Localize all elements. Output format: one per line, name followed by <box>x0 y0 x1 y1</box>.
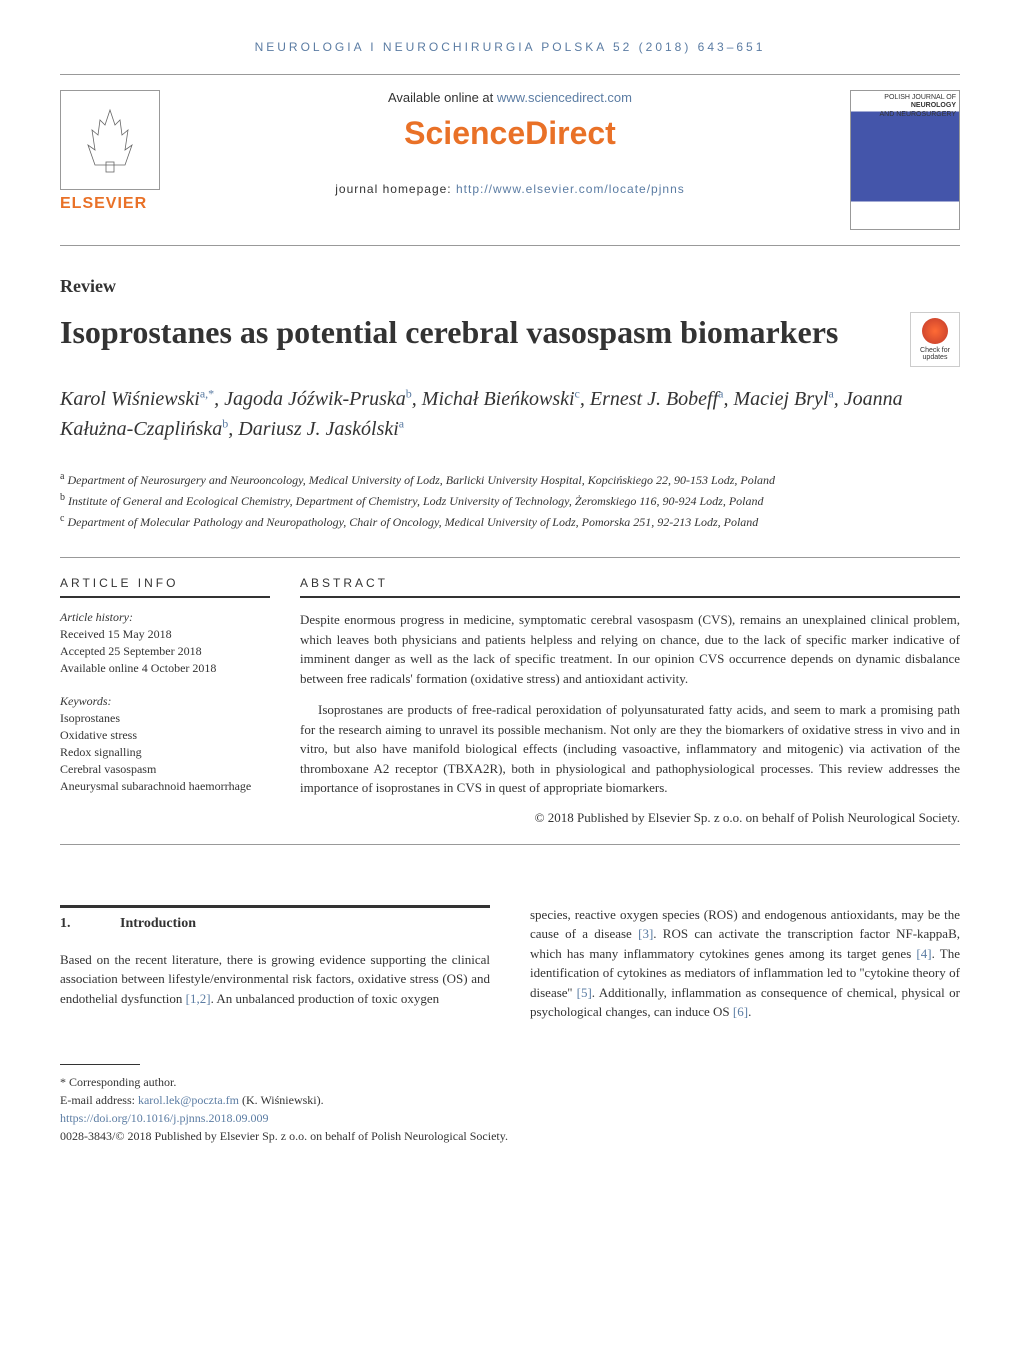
crossmark-icon <box>922 318 948 344</box>
ref-6[interactable]: [6] <box>733 1004 748 1019</box>
elsevier-tree-icon <box>60 90 160 190</box>
body-col-right: species, reactive oxygen species (ROS) a… <box>530 905 960 1022</box>
publisher-header: ELSEVIER Available online at www.science… <box>60 74 960 246</box>
title-row: Isoprostanes as potential cerebral vasos… <box>60 312 960 384</box>
email-label: E-mail address: <box>60 1093 138 1107</box>
header-citation: NEUROLOGIA I NEUROCHIRURGIA POLSKA 52 (2… <box>60 40 960 54</box>
section-title: Introduction <box>120 916 196 932</box>
available-online: Available online at www.sciencedirect.co… <box>190 90 830 105</box>
author-1-aff: a,* <box>200 386 214 400</box>
sciencedirect-logo[interactable]: ScienceDirect <box>190 115 830 152</box>
abstract-p2: Isoprostanes are products of free-radica… <box>300 700 960 798</box>
author-5[interactable]: Maciej Bryl <box>734 388 829 410</box>
footer-divider <box>60 1064 140 1065</box>
body-columns: 1. Introduction Based on the recent lite… <box>60 905 960 1022</box>
sciencedirect-url[interactable]: www.sciencedirect.com <box>497 90 632 105</box>
keyword-1: Isoprostanes <box>60 711 270 726</box>
col2-text5: . <box>748 1004 751 1019</box>
elsevier-brand: ELSEVIER <box>60 195 170 213</box>
keyword-3: Redox signalling <box>60 745 270 760</box>
affiliation-c: c Department of Molecular Pathology and … <box>60 511 960 532</box>
intro-p2: species, reactive oxygen species (ROS) a… <box>530 905 960 1022</box>
aff-c-text: Department of Molecular Pathology and Ne… <box>67 515 758 529</box>
article-info: ARTICLE INFO Article history: Received 1… <box>60 576 300 826</box>
ref-3[interactable]: [3] <box>638 926 653 941</box>
cover-line2: NEUROLOGY <box>854 102 956 110</box>
corresponding-author: * Corresponding author. <box>60 1073 960 1091</box>
aff-b-sup: b <box>60 492 65 503</box>
journal-cover[interactable]: POLISH JOURNAL OF NEUROLOGY AND NEUROSUR… <box>850 90 960 230</box>
elsevier-logo[interactable]: ELSEVIER <box>60 90 170 213</box>
email-line: E-mail address: karol.lek@poczta.fm (K. … <box>60 1091 960 1109</box>
received-date: Received 15 May 2018 <box>60 627 270 642</box>
section-1-heading: 1. Introduction <box>60 905 490 932</box>
author-2-aff: b <box>406 386 412 400</box>
cover-line1: POLISH JOURNAL OF <box>854 94 956 102</box>
keyword-4: Cerebral vasospasm <box>60 762 270 777</box>
aff-b-text: Institute of General and Ecological Chem… <box>68 494 764 508</box>
affiliations: a Department of Neurosurgery and Neuroon… <box>60 469 960 533</box>
available-prefix: Available online at <box>388 90 497 105</box>
article-info-heading: ARTICLE INFO <box>60 576 270 598</box>
journal-homepage: journal homepage: http://www.elsevier.co… <box>190 182 830 196</box>
ref-5[interactable]: [5] <box>577 985 592 1000</box>
affiliation-b: b Institute of General and Ecological Ch… <box>60 490 960 511</box>
abstract-copyright: © 2018 Published by Elsevier Sp. z o.o. … <box>300 810 960 826</box>
check-updates-label: Check for updates <box>911 347 959 361</box>
article-title: Isoprostanes as potential cerebral vasos… <box>60 312 910 354</box>
author-6-aff: b <box>222 416 228 430</box>
footer: * Corresponding author. E-mail address: … <box>60 1052 960 1145</box>
aff-c-sup: c <box>60 513 64 524</box>
affiliation-a: a Department of Neurosurgery and Neuroon… <box>60 469 960 490</box>
check-updates-button[interactable]: Check for updates <box>910 312 960 367</box>
center-header: Available online at www.sciencedirect.co… <box>170 90 850 196</box>
email-link[interactable]: karol.lek@poczta.fm <box>138 1093 239 1107</box>
author-5-aff: a <box>828 386 833 400</box>
author-3[interactable]: Michał Bieńkowski <box>422 388 575 410</box>
homepage-link[interactable]: http://www.elsevier.com/locate/pjnns <box>456 182 685 196</box>
article-type: Review <box>60 276 960 297</box>
keyword-2: Oxidative stress <box>60 728 270 743</box>
body-col-left: 1. Introduction Based on the recent lite… <box>60 905 490 1022</box>
journal-cover-title: POLISH JOURNAL OF NEUROLOGY AND NEUROSUR… <box>851 91 959 122</box>
col1-text2: . An unbalanced production of toxic oxyg… <box>211 991 440 1006</box>
accepted-date: Accepted 25 September 2018 <box>60 644 270 659</box>
intro-p1: Based on the recent literature, there is… <box>60 950 490 1009</box>
issn-copyright: 0028-3843/© 2018 Published by Elsevier S… <box>60 1127 960 1145</box>
keyword-5: Aneurysmal subarachnoid haemorrhage <box>60 779 270 794</box>
abstract-heading: ABSTRACT <box>300 576 960 598</box>
author-4[interactable]: Ernest J. Bobeff <box>590 388 718 410</box>
abstract-p1: Despite enormous progress in medicine, s… <box>300 610 960 688</box>
ref-1-2[interactable]: [1,2] <box>186 991 211 1006</box>
homepage-prefix: journal homepage: <box>335 182 456 196</box>
author-7-aff: a <box>399 416 404 430</box>
cover-line3: AND NEUROSURGERY <box>854 111 956 119</box>
author-3-aff: c <box>575 386 580 400</box>
email-suffix: (K. Wiśniewski). <box>239 1093 324 1107</box>
author-2[interactable]: Jagoda Jóźwik-Pruska <box>224 388 406 410</box>
authors: Karol Wiśniewskia,*, Jagoda Jóźwik-Prusk… <box>60 384 960 444</box>
aff-a-text: Department of Neurosurgery and Neuroonco… <box>67 473 775 487</box>
section-num: 1. <box>60 916 120 932</box>
info-abstract-section: ARTICLE INFO Article history: Received 1… <box>60 557 960 845</box>
doi-link[interactable]: https://doi.org/10.1016/j.pjnns.2018.09.… <box>60 1109 960 1127</box>
online-date: Available online 4 October 2018 <box>60 661 270 676</box>
ref-4[interactable]: [4] <box>916 946 931 961</box>
author-1[interactable]: Karol Wiśniewski <box>60 388 200 410</box>
article-history-label: Article history: <box>60 610 270 625</box>
author-7[interactable]: Dariusz J. Jaskólski <box>238 418 399 440</box>
aff-a-sup: a <box>60 471 64 482</box>
author-4-aff: a <box>718 386 723 400</box>
keywords-label: Keywords: <box>60 694 270 709</box>
abstract-column: ABSTRACT Despite enormous progress in me… <box>300 576 960 826</box>
